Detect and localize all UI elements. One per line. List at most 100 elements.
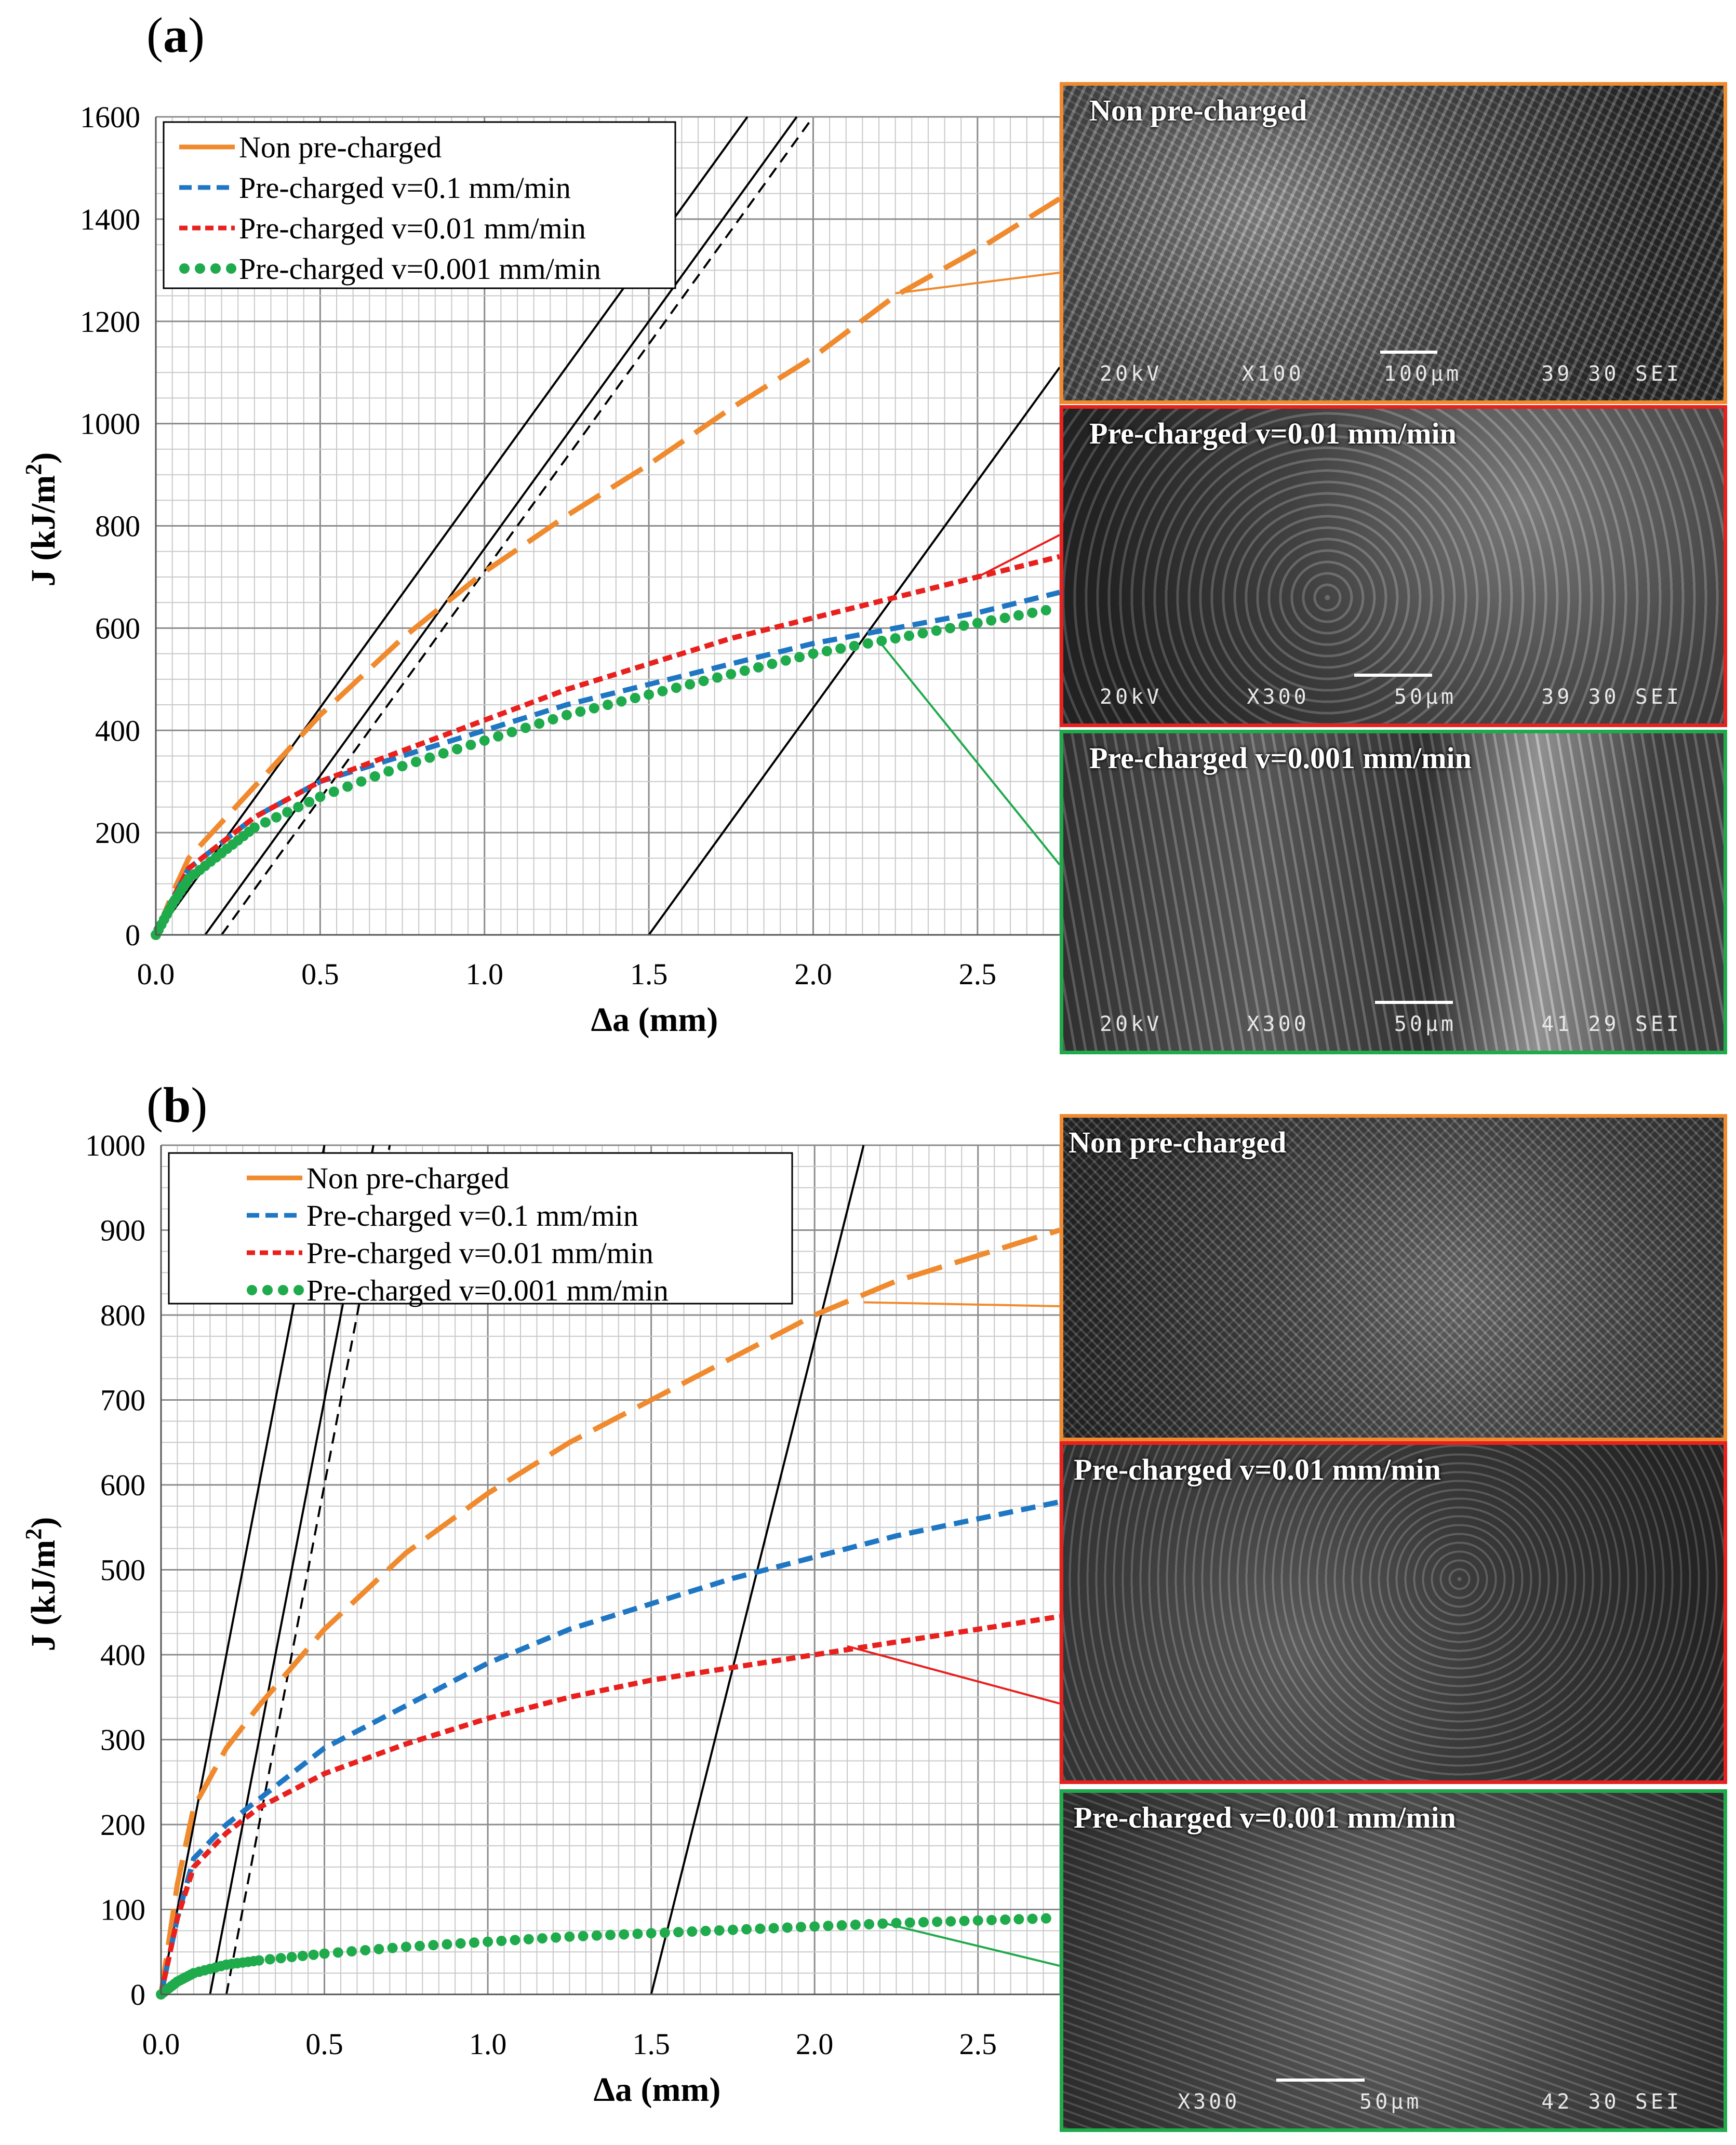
series-point	[687, 1926, 698, 1937]
series-point	[253, 1955, 264, 1966]
panel-label: (a)	[146, 7, 205, 63]
legend-label: Pre-charged v=0.01 mm/min	[239, 211, 586, 245]
series-point	[632, 1928, 643, 1939]
sem-image-v-0-001: Pre-charged v=0.001 mm/min 20kV X300 50μ…	[1060, 730, 1727, 1054]
series-point	[1027, 607, 1038, 618]
series-point	[308, 1949, 319, 1960]
series-point	[346, 1946, 357, 1957]
series-line-2	[153, 554, 1061, 936]
series-point	[986, 1914, 997, 1925]
y-tick-label: 100	[100, 1893, 145, 1927]
series-point	[342, 781, 353, 792]
series-point	[700, 1925, 711, 1936]
series-point	[319, 1948, 330, 1959]
y-tick-label: 1400	[80, 203, 140, 236]
series-point	[630, 692, 640, 703]
x-tick-label: 0.5	[301, 957, 339, 991]
legend-swatch	[262, 1285, 273, 1295]
series-point	[876, 635, 887, 646]
y-tick-label: 1200	[80, 305, 140, 339]
series-point	[564, 1931, 575, 1942]
legend-swatch	[293, 1285, 304, 1295]
series-point	[1040, 1913, 1051, 1924]
series-point	[850, 1919, 861, 1930]
series-point	[537, 1933, 547, 1944]
series-point	[646, 1928, 657, 1939]
series-point	[551, 1932, 562, 1943]
series-point	[483, 1936, 493, 1947]
series-point	[931, 625, 942, 636]
series-point	[415, 1940, 425, 1951]
legend-swatch	[278, 1285, 288, 1295]
series-point	[264, 1954, 275, 1965]
y-tick-label: 800	[95, 510, 140, 543]
sem-title: Pre-charged v=0.01 mm/min	[1074, 1453, 1441, 1486]
series-point	[673, 1927, 684, 1938]
legend-label: Non pre-charged	[239, 130, 442, 164]
sem-title: Pre-charged v=0.01 mm/min	[1089, 417, 1457, 450]
series-point	[400, 1941, 411, 1952]
series-dots-v-0-001	[151, 605, 1051, 940]
series-point	[755, 1923, 766, 1934]
sem-image-v-0-01: Pre-charged v=0.01 mm/min	[1060, 1441, 1727, 1784]
series-point	[465, 740, 476, 750]
series-point	[959, 1915, 970, 1926]
callout-line-1	[977, 534, 1060, 578]
series-point	[304, 797, 315, 808]
series-point	[356, 776, 367, 787]
x-tick-label: 2.0	[794, 957, 832, 991]
y-axis-title: J (kJ/m2)	[21, 452, 62, 586]
series-point	[496, 1935, 507, 1946]
series-point	[739, 665, 750, 676]
legend-swatch	[195, 263, 205, 274]
series-point	[836, 1920, 847, 1931]
series-point	[1027, 1913, 1038, 1924]
series-point	[455, 1938, 466, 1949]
sem-voltage: 20kV	[1100, 362, 1163, 386]
series-point	[999, 612, 1010, 623]
legend-swatch	[226, 263, 236, 274]
x-tick-label: 2.0	[796, 2027, 834, 2061]
series-point	[890, 633, 901, 644]
series-line-2	[158, 1614, 1060, 1995]
y-tick-label: 500	[100, 1553, 145, 1587]
sem-voltage: 20kV	[1100, 685, 1163, 709]
series-point	[271, 812, 282, 823]
sem-image-non-pre-charged: Non pre-charged 20kV X100 100μm 39 30 SE…	[1060, 82, 1727, 404]
series-point	[712, 672, 723, 683]
series-point	[249, 822, 260, 833]
sem-detector: 39 30 SEI	[1541, 362, 1682, 386]
y-tick-label: 400	[95, 714, 140, 747]
series-point	[726, 668, 737, 679]
sem-image-non-pre-charged: Non pre-charged	[1060, 1114, 1727, 1441]
sem-voltage: 20kV	[1100, 1012, 1163, 1036]
panel-b: (b) 0 100 200 300 400 500 600 700 800 900 1000 0.0 0…	[0, 1070, 1736, 2145]
sem-detector: 39 30 SEI	[1541, 685, 1682, 709]
y-tick-label: 1600	[80, 100, 140, 134]
sem-info-bar: 20kV X300 50μm 41 29 SEI	[1100, 1012, 1682, 1036]
sem-info-bar: 20kV X100 100μm 39 30 SEI	[1100, 362, 1682, 386]
series-point	[275, 1953, 286, 1964]
series-line-1	[153, 589, 1061, 936]
panel-a: (a) 0 200 400 600 800 1000 1200 1400 1600 0.0 0.5 1…	[0, 0, 1736, 1070]
series-point	[397, 761, 408, 772]
series-point	[369, 771, 380, 782]
series-point	[493, 731, 504, 742]
series-point	[410, 756, 421, 767]
series-point	[809, 1921, 820, 1932]
series-point	[547, 714, 558, 725]
x-tick-label: 1.5	[630, 957, 668, 991]
series-point	[424, 752, 435, 763]
legend-label: Pre-charged v=0.1 mm/min	[306, 1199, 638, 1232]
series-point	[603, 700, 613, 710]
series-point	[958, 620, 969, 631]
series-point	[387, 1942, 398, 1953]
series-point	[918, 1917, 929, 1928]
series-point	[932, 1916, 943, 1927]
sem-scale-label: 50μm	[1359, 2090, 1422, 2114]
legend	[163, 121, 676, 289]
y-tick-label: 200	[95, 816, 140, 850]
series-point	[698, 676, 709, 687]
sem-image-v-0-001: Pre-charged v=0.001 mm/min X300 50μm 42 …	[1060, 1789, 1727, 2132]
callout-line-2	[879, 1921, 1060, 1967]
